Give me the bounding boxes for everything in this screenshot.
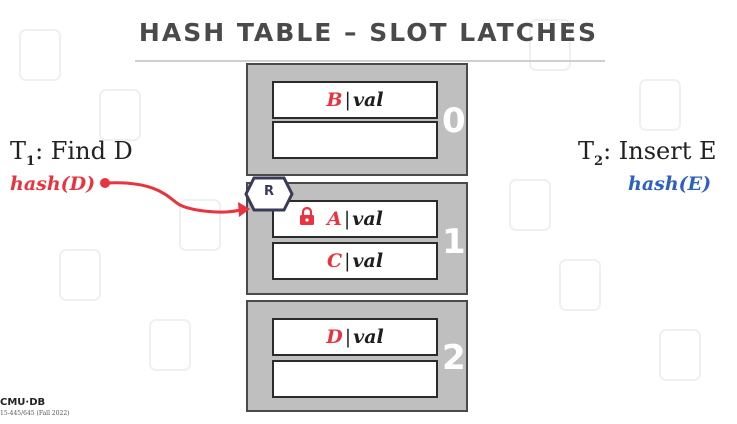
transaction-1-label: T1: Find D (10, 137, 133, 169)
txn-subscript: 1 (26, 153, 36, 169)
slot-separator: | (344, 89, 351, 111)
block-number: 2 (442, 338, 466, 378)
transaction-2-hash: hash(E) (628, 173, 712, 195)
slot-1-1: C | val (272, 242, 438, 280)
slot-key: D (326, 326, 343, 348)
hash-block-2: D | val 2 (246, 300, 468, 412)
slot-2-0: D | val (272, 318, 438, 356)
footer-course: 15-445/645 (Fall 2022) (0, 410, 70, 417)
txn-name: T (578, 137, 595, 165)
slot-separator: | (344, 250, 351, 272)
slot-value: val (352, 89, 384, 111)
footer-logo: CMU·DB (0, 397, 46, 408)
txn-name: T (10, 137, 27, 165)
slot-separator: | (344, 326, 352, 348)
transaction-1-hash: hash(D) (10, 173, 96, 195)
slot-0-1 (272, 121, 438, 159)
block-number: 0 (442, 101, 466, 141)
txn-subscript: 2 (594, 153, 604, 169)
read-latch-badge (244, 176, 294, 212)
txn-action: : Find D (35, 137, 133, 165)
slot-0-0: B | val (272, 81, 438, 119)
slot-key: A (327, 208, 342, 230)
slot-key: C (326, 250, 343, 272)
transaction-2-label: T2: Insert E (578, 137, 717, 169)
page-title: HASH TABLE – SLOT LATCHES (138, 18, 599, 47)
latch-mode-label: R (263, 184, 274, 199)
slot-value: val (352, 250, 384, 272)
slot-2-1 (272, 360, 438, 398)
block-number: 1 (442, 222, 466, 262)
txn-action: : Insert E (603, 137, 717, 165)
hash-block-0: B | val 0 (246, 63, 468, 176)
slot-1-0: A | val (272, 200, 438, 238)
lock-icon (300, 207, 314, 225)
title-divider (135, 60, 605, 62)
slot-separator: | (343, 208, 351, 230)
slot-value: val (353, 326, 384, 348)
slot-value: val (352, 208, 383, 230)
slot-key: B (326, 89, 343, 111)
